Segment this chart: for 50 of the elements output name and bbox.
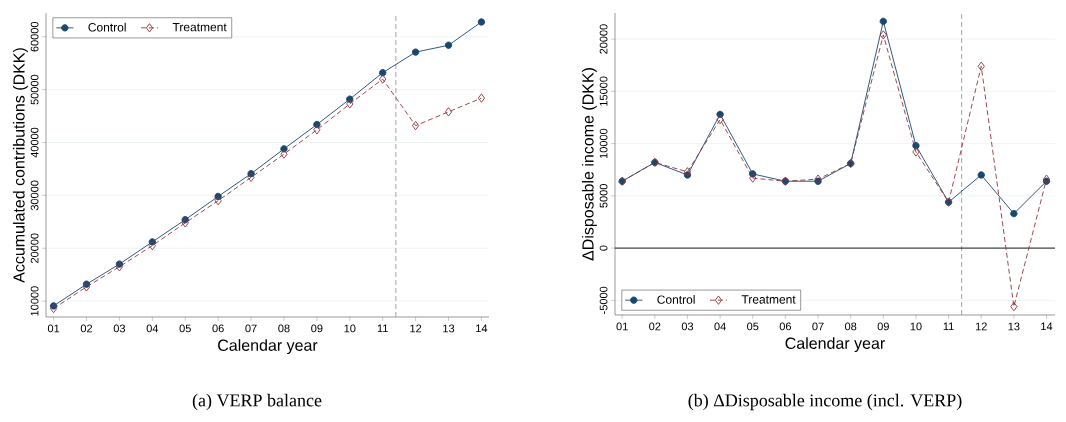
x-tick-label: 05 (747, 322, 759, 331)
y-tick-label: 50000 (30, 74, 39, 105)
x-tick-label: 10 (344, 324, 356, 333)
x-tick-label: 08 (844, 322, 857, 331)
x-tick-label: 05 (179, 324, 191, 333)
x-tick-label: 03 (113, 324, 126, 333)
x-axis-title: Calendar year (785, 337, 885, 353)
x-tick-label: 08 (278, 324, 290, 333)
x-tick-label: 03 (681, 322, 694, 331)
legend-label: Treatment (172, 22, 227, 32)
x-tick-label: 13 (443, 324, 455, 333)
y-tick-label: 10000 (599, 128, 608, 159)
y-tick-label: 60000 (30, 21, 39, 52)
x-tick-label: 10 (910, 322, 922, 331)
y-tick-label: 15000 (599, 76, 608, 106)
y-axis-title: ΔDisposable income (DKK) (581, 68, 597, 261)
x-tick-label: 06 (779, 322, 792, 331)
x-tick-label: 09 (877, 322, 889, 331)
x-tick-label: 09 (311, 324, 323, 333)
x-tick-label: 01 (47, 324, 60, 333)
x-tick-label: 06 (212, 324, 224, 333)
text: (b) ΔDisposable income (incl. VERP) (688, 393, 962, 411)
x-tick-label: 13 (1008, 322, 1020, 331)
x-tick-label: 04 (714, 322, 726, 331)
x-tick-label: 04 (146, 324, 159, 333)
y-tick-label: 40000 (30, 127, 39, 158)
y-tick-label: 5000 (599, 184, 608, 208)
y-tick-label: -5000 (599, 286, 608, 314)
x-tick-label: 07 (812, 322, 824, 331)
y-tick-label: 20000 (30, 233, 39, 263)
y-tick-label: 30000 (30, 180, 39, 211)
y-tick-label: 20000 (599, 24, 608, 54)
legend-label: Control (657, 295, 695, 304)
x-tick-label: 14 (476, 324, 488, 333)
x-tick-label: 11 (377, 324, 388, 333)
x-tick-label: 01 (616, 322, 628, 331)
y-tick-label: 10000 (30, 286, 39, 316)
x-tick-label: 14 (1041, 322, 1053, 331)
x-tick-label: 02 (80, 324, 93, 333)
text: (a) VERP balance (192, 393, 322, 411)
x-tick-label: 12 (410, 324, 422, 333)
x-tick-label: 02 (649, 322, 661, 331)
x-tick-label: 07 (245, 324, 257, 333)
x-tick-label: 11 (943, 322, 954, 331)
y-axis-title: Accumulated contributions (DKK) (12, 48, 28, 283)
y-tick-label: 0 (599, 245, 608, 251)
legend-label: Treatment (741, 295, 796, 304)
x-tick-label: 12 (975, 322, 987, 331)
legend-label: Control (88, 22, 126, 32)
x-axis-title: Calendar year (218, 339, 318, 355)
